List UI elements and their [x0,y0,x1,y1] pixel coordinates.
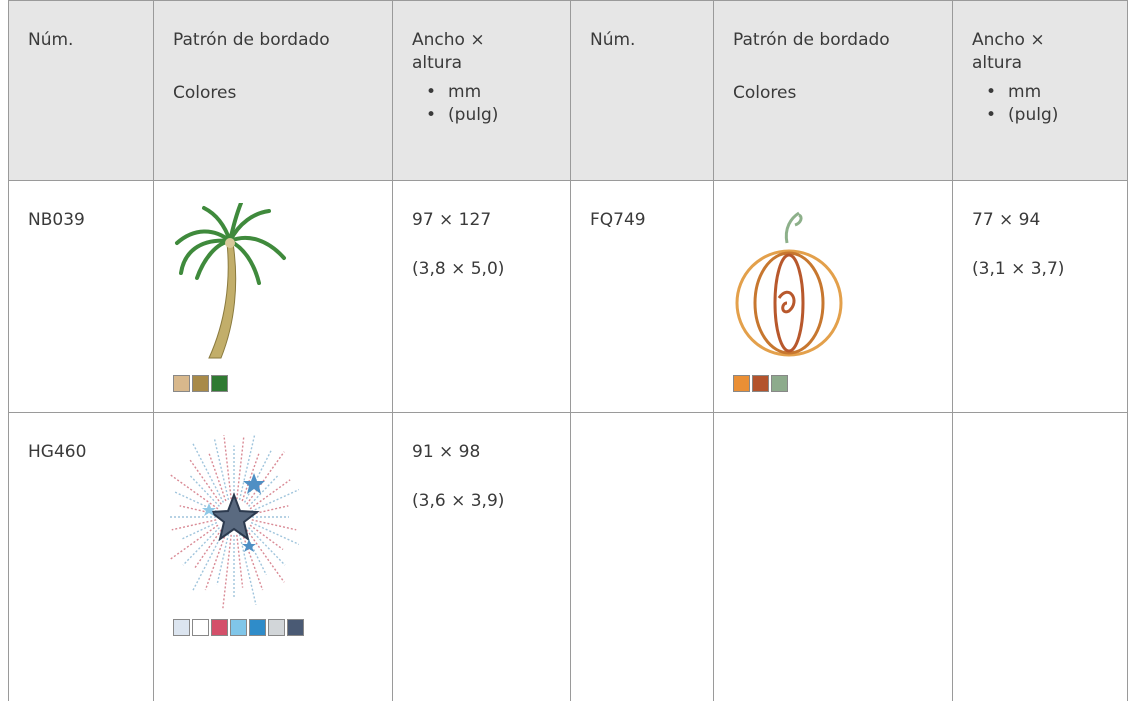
unit: (pulg) [986,104,1109,127]
unit: mm [986,81,1109,104]
firework-ray [189,459,221,504]
unit-list: mm(pulg) [972,81,1109,127]
color-swatch [211,375,228,392]
swatch-row [733,375,934,392]
firework-ray [240,435,256,500]
header-text: Colores [173,82,374,105]
color-swatch [230,619,247,636]
cell [154,413,393,701]
size-mm: 97 × 127 [412,209,552,232]
color-swatch [733,375,750,392]
size-in: (3,6 × 3,9) [412,490,552,513]
color-swatch [771,375,788,392]
firework-ray [242,453,259,501]
firework-ray [237,436,244,499]
pattern-number: NB039 [28,209,135,232]
size-in: (3,8 × 5,0) [412,258,552,281]
firework-ray [172,520,216,530]
size-mm: 91 × 98 [412,441,552,464]
header-text: Colores [733,82,934,105]
header-text: altura [972,52,1109,75]
cell: 97 × 127 (3,8 × 5,0) [393,181,571,413]
header-text: Núm. [590,29,695,52]
color-swatch [173,619,190,636]
color-swatch [752,375,769,392]
firework-ray [223,435,231,499]
header-text: Ancho × [412,29,552,52]
firework-ray [223,535,231,608]
firework-ray [182,523,217,540]
table-row: HG460 91 × 98 (3,6 × 3,9) [9,413,1128,701]
header-cell: Patrón de bordado Colores [154,1,393,181]
pattern-number: HG460 [28,441,135,464]
color-swatch [173,375,190,392]
header-cell: Patrón de bordado Colores [714,1,953,181]
color-swatch [268,619,285,636]
cell [953,413,1128,701]
cell: FQ749 [571,181,714,413]
table-row: NB039 97 × 127 (3,8 × 5,0) FQ749 [9,181,1128,413]
fireworks-image [169,435,299,615]
cell: 77 × 94 (3,1 × 3,7) [953,181,1128,413]
pattern-number: FQ749 [590,209,695,232]
color-swatch [249,619,266,636]
header-text: Patrón de bordado [173,29,374,52]
firework-ray [209,453,226,501]
cell: 91 × 98 (3,6 × 3,9) [393,413,571,701]
header-cell: Ancho ×altura mm(pulg) [953,1,1128,181]
size-in: (3,1 × 3,7) [972,258,1109,281]
unit-list: mm(pulg) [412,81,552,127]
cell: HG460 [9,413,154,701]
unit: (pulg) [426,104,552,127]
color-swatch [192,619,209,636]
firework-ray [247,530,284,583]
swatch-row [173,375,374,392]
header-cell: Ancho ×altura mm(pulg) [393,1,571,181]
firework-ray [252,520,296,530]
header-cell: Núm. [9,1,154,181]
palm-tree-image [169,203,289,365]
color-swatch [287,619,304,636]
cell: NB039 [9,181,154,413]
header-text: altura [412,52,552,75]
header-text: Núm. [28,29,135,52]
color-swatch [211,619,228,636]
header-text: Patrón de bordado [733,29,934,52]
cell [714,181,953,413]
color-swatch [192,375,209,392]
cell [571,413,714,701]
cell [154,181,393,413]
header-text: Ancho × [972,29,1109,52]
unit: mm [426,81,552,104]
header-cell: Núm. [571,1,714,181]
pumpkin-image [729,203,849,365]
size-mm: 77 × 94 [972,209,1109,232]
swatch-row [173,619,374,636]
cell [714,413,953,701]
firework-ray [251,523,299,546]
